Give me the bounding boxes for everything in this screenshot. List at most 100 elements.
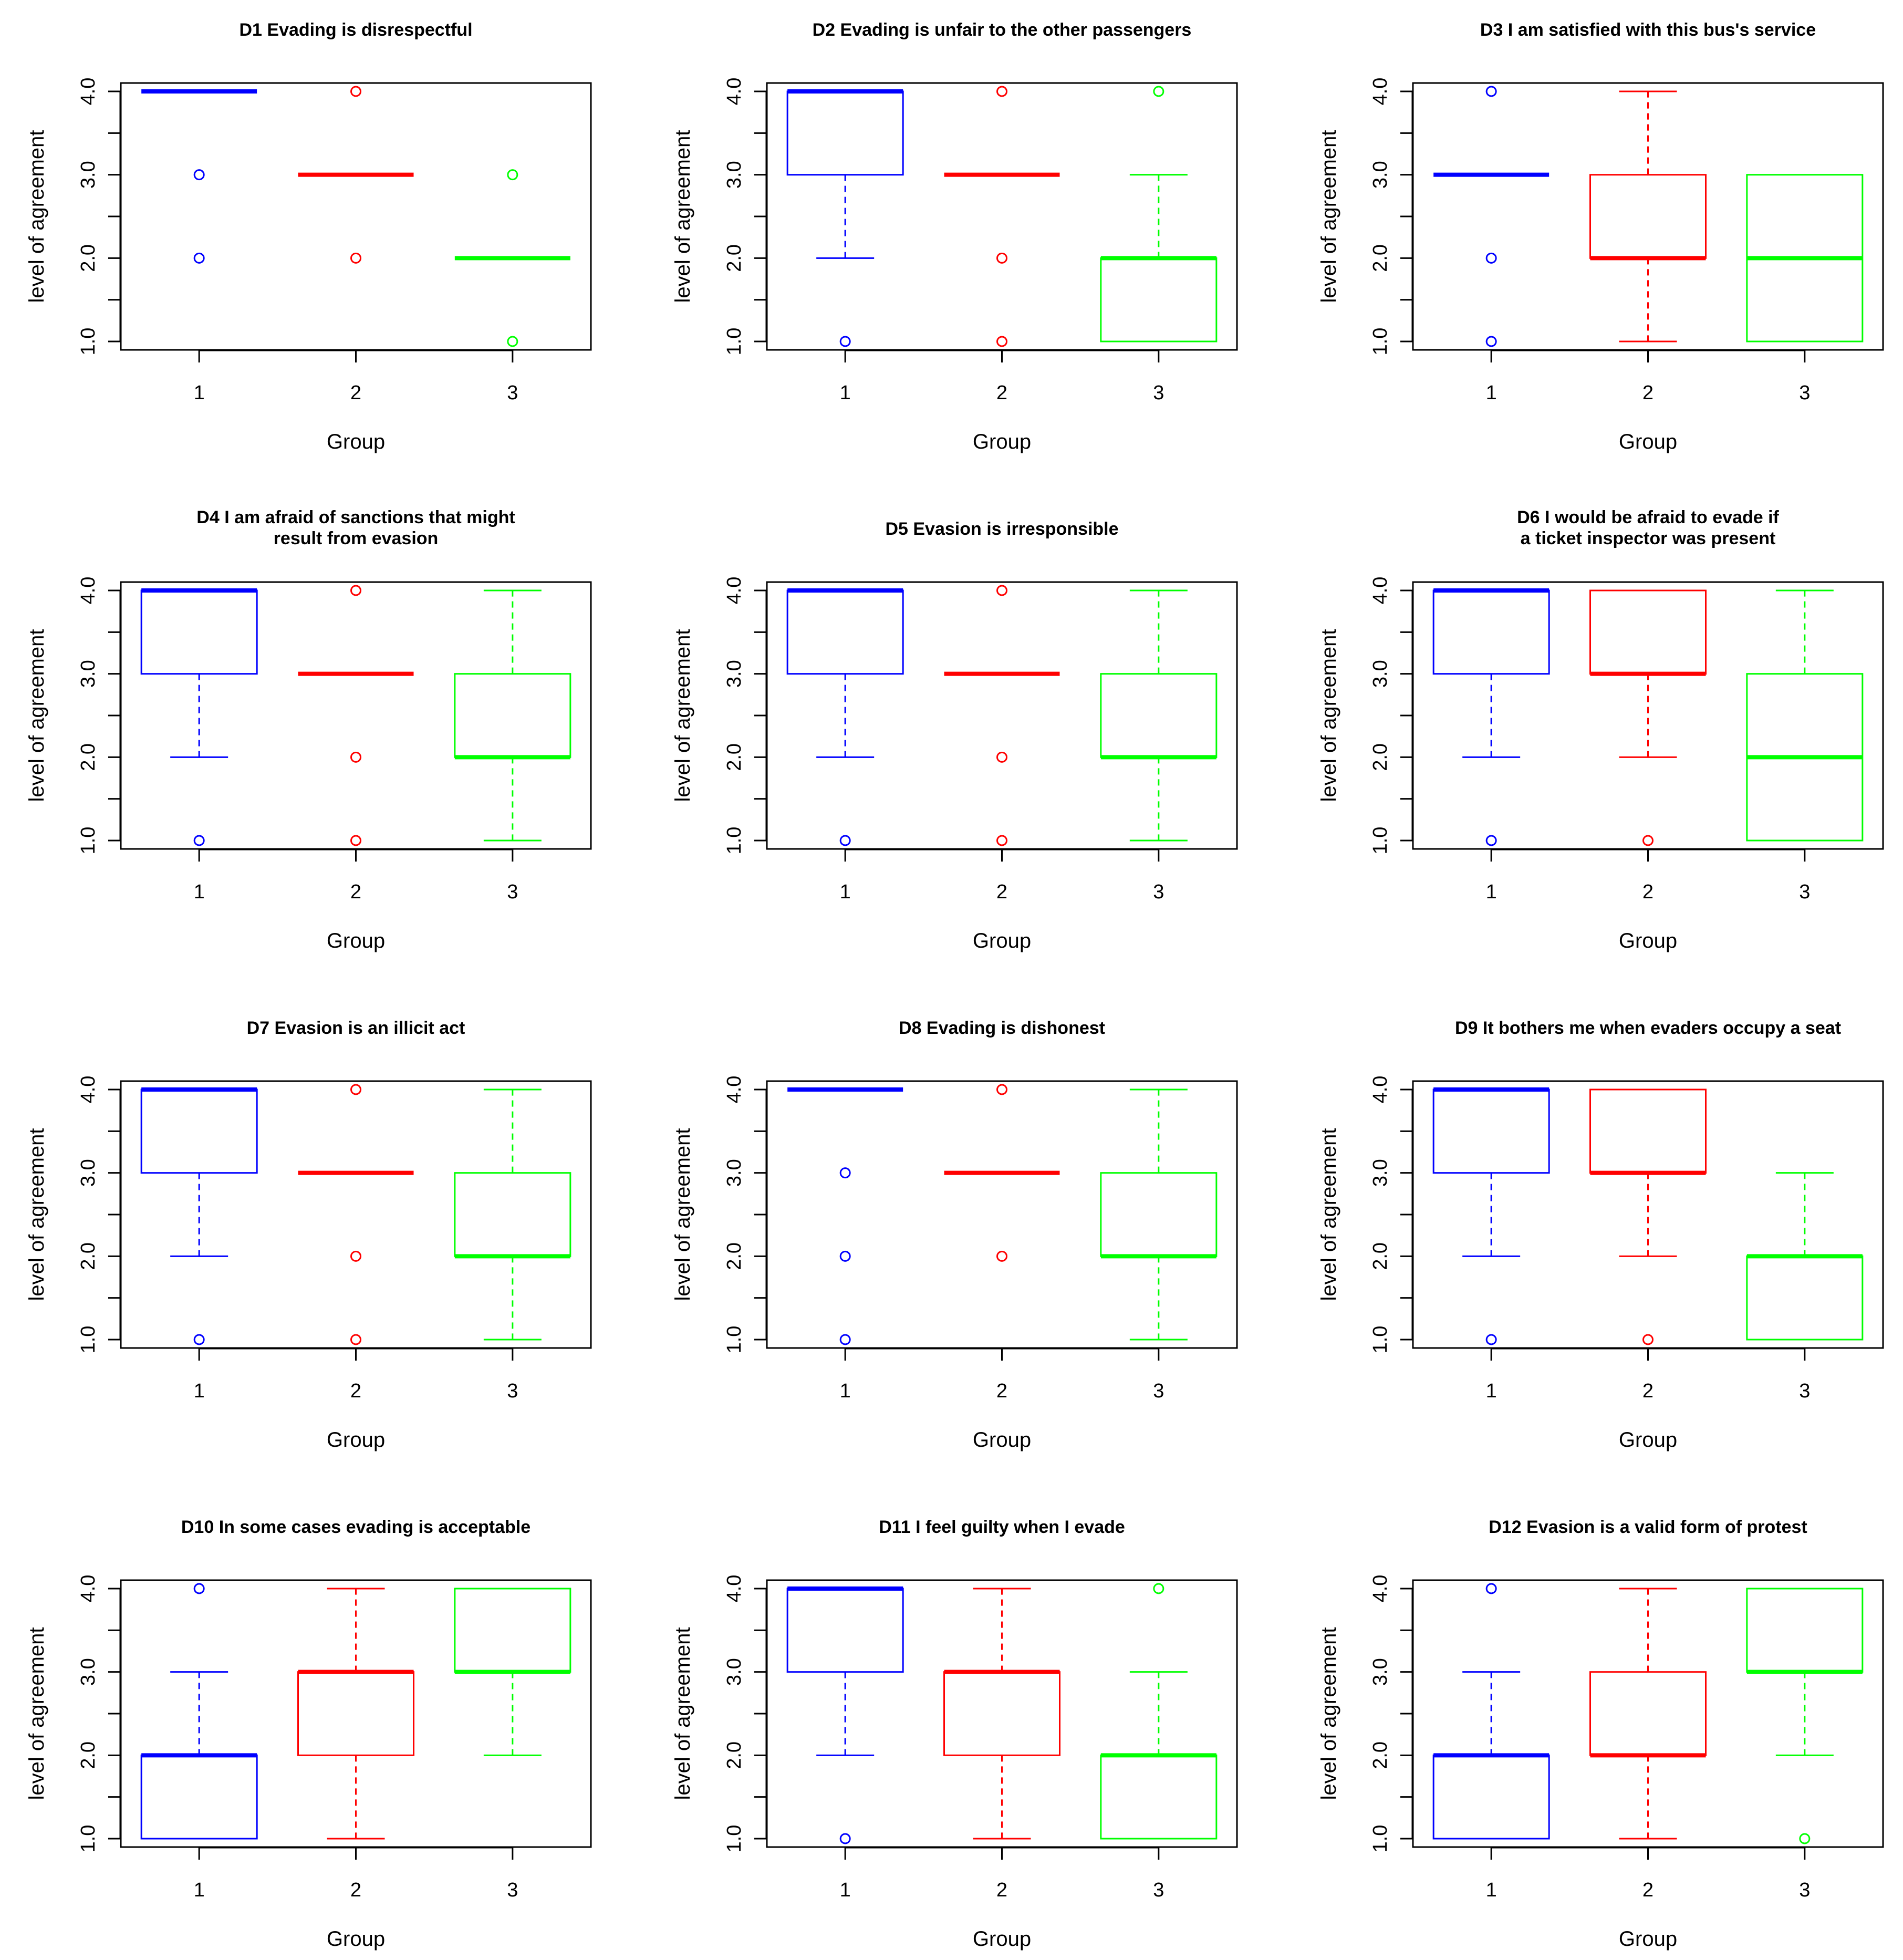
x-tick-label: 1	[194, 1380, 205, 1402]
y-tick-label: 2.0	[77, 1242, 99, 1270]
iqr-box	[1589, 1088, 1707, 1174]
iqr-box	[1100, 1172, 1218, 1257]
y-tick-label: 3.0	[723, 161, 745, 189]
y-tick-label: 4.0	[1369, 577, 1391, 605]
y-tick-label: 2.0	[723, 743, 745, 771]
outlier-point	[996, 252, 1007, 264]
y-tick-label: 2.0	[723, 1242, 745, 1270]
y-axis-label: level of agreement	[671, 1128, 694, 1301]
y-axis-label: level of agreement	[25, 130, 48, 303]
y-tick-label: 4.0	[77, 1076, 99, 1104]
x-tick-label: 2	[1642, 382, 1654, 404]
iqr-box	[140, 1754, 258, 1840]
chart-title-line: D4 I am afraid of sanctions that might	[196, 507, 515, 527]
x-axis-label: Group	[327, 430, 385, 453]
outlier-point	[996, 1250, 1007, 1262]
box-group-1	[1433, 86, 1550, 347]
outlier-point	[1485, 336, 1497, 347]
box-group-3	[454, 169, 570, 347]
iqr-box	[786, 589, 904, 675]
iqr-box	[1589, 589, 1707, 675]
outlier-point	[350, 835, 361, 846]
outlier-point	[193, 835, 205, 846]
y-tick-label: 1.0	[723, 328, 745, 356]
plot-frame	[766, 1080, 1238, 1349]
outlier-point	[1799, 1833, 1811, 1844]
outlier-point	[996, 835, 1007, 846]
outlier-point	[839, 1167, 851, 1179]
y-tick-label: 4.0	[723, 1575, 745, 1603]
x-tick-label: 3	[507, 881, 518, 903]
x-tick-label: 1	[194, 382, 205, 404]
chart-title-line: D12 Evasion is a valid form of protest	[1489, 1517, 1807, 1537]
iqr-box	[1746, 1255, 1864, 1341]
y-tick-label: 4.0	[1369, 78, 1391, 106]
x-tick-label: 2	[1642, 881, 1654, 903]
outlier-point	[839, 1833, 851, 1844]
y-tick-label: 2.0	[1369, 1741, 1391, 1769]
outlier-point	[193, 1334, 205, 1345]
outlier-point	[350, 252, 361, 264]
x-tick-label: 3	[1153, 881, 1164, 903]
plot-frame	[120, 581, 592, 850]
chart-title-line: D2 Evading is unfair to the other passen…	[813, 20, 1192, 40]
y-tick-label: 1.0	[1369, 827, 1391, 855]
outlier-point	[839, 1334, 851, 1345]
y-tick-label: 4.0	[723, 577, 745, 605]
plot-frame	[1412, 82, 1884, 351]
outlier-point	[350, 1084, 361, 1095]
x-tick-label: 3	[507, 1380, 518, 1402]
x-tick-label: 1	[840, 1380, 851, 1402]
chart-title-line: D8 Evading is dishonest	[899, 1018, 1105, 1038]
x-tick-label: 3	[1799, 382, 1810, 404]
chart-title-line: D7 Evasion is an illicit act	[247, 1018, 465, 1038]
outlier-point	[839, 1250, 851, 1262]
y-tick-label: 3.0	[1369, 161, 1391, 189]
y-tick-label: 2.0	[723, 1741, 745, 1769]
chart-title-line: D11 I feel guilty when I evade	[879, 1517, 1125, 1537]
outlier-point	[1642, 835, 1654, 846]
iqr-box	[786, 90, 904, 176]
panel-3: D3 I am satisfied with this bus's servic…	[1317, 20, 1884, 453]
y-axis-label: level of agreement	[671, 130, 694, 303]
iqr-box	[454, 673, 571, 758]
y-tick-label: 3.0	[77, 161, 99, 189]
x-tick-label: 3	[1799, 1879, 1810, 1901]
outlier-point	[507, 169, 518, 181]
box-group-3	[454, 589, 571, 842]
outlier-point	[996, 1084, 1007, 1095]
box-group-1	[140, 1583, 258, 1840]
x-tick-label: 3	[507, 1879, 518, 1901]
outlier-point	[1485, 252, 1497, 264]
box-group-2	[298, 1084, 414, 1345]
iqr-box	[1100, 1754, 1218, 1840]
x-tick-label: 3	[507, 382, 518, 404]
outlier-point	[1485, 1334, 1497, 1345]
y-axis-label: level of agreement	[1317, 1627, 1340, 1800]
x-tick-label: 1	[840, 1879, 851, 1901]
x-tick-label: 1	[194, 881, 205, 903]
box-group-3	[454, 1588, 571, 1756]
box-group-3	[1100, 589, 1218, 842]
outlier-point	[1642, 1334, 1654, 1345]
outlier-point	[507, 336, 518, 347]
x-tick-label: 2	[1642, 1380, 1654, 1402]
box-group-3	[1746, 589, 1864, 842]
outlier-point	[193, 169, 205, 181]
plot-frame	[766, 1579, 1238, 1848]
x-axis-label: Group	[1619, 1927, 1677, 1951]
iqr-box	[1589, 1671, 1707, 1756]
x-axis-label: Group	[327, 1428, 385, 1451]
x-tick-label: 2	[350, 382, 361, 404]
y-tick-label: 3.0	[1369, 1159, 1391, 1187]
y-tick-label: 4.0	[723, 1076, 745, 1104]
plot-frame	[1412, 1579, 1884, 1848]
iqr-box	[140, 589, 258, 675]
y-axis-label: level of agreement	[1317, 629, 1340, 802]
y-axis-label: level of agreement	[25, 629, 48, 802]
outlier-point	[996, 585, 1007, 596]
y-tick-label: 1.0	[723, 1825, 745, 1853]
box-group-1	[1432, 588, 1550, 846]
iqr-box	[1432, 1088, 1550, 1174]
y-tick-label: 1.0	[723, 1326, 745, 1354]
